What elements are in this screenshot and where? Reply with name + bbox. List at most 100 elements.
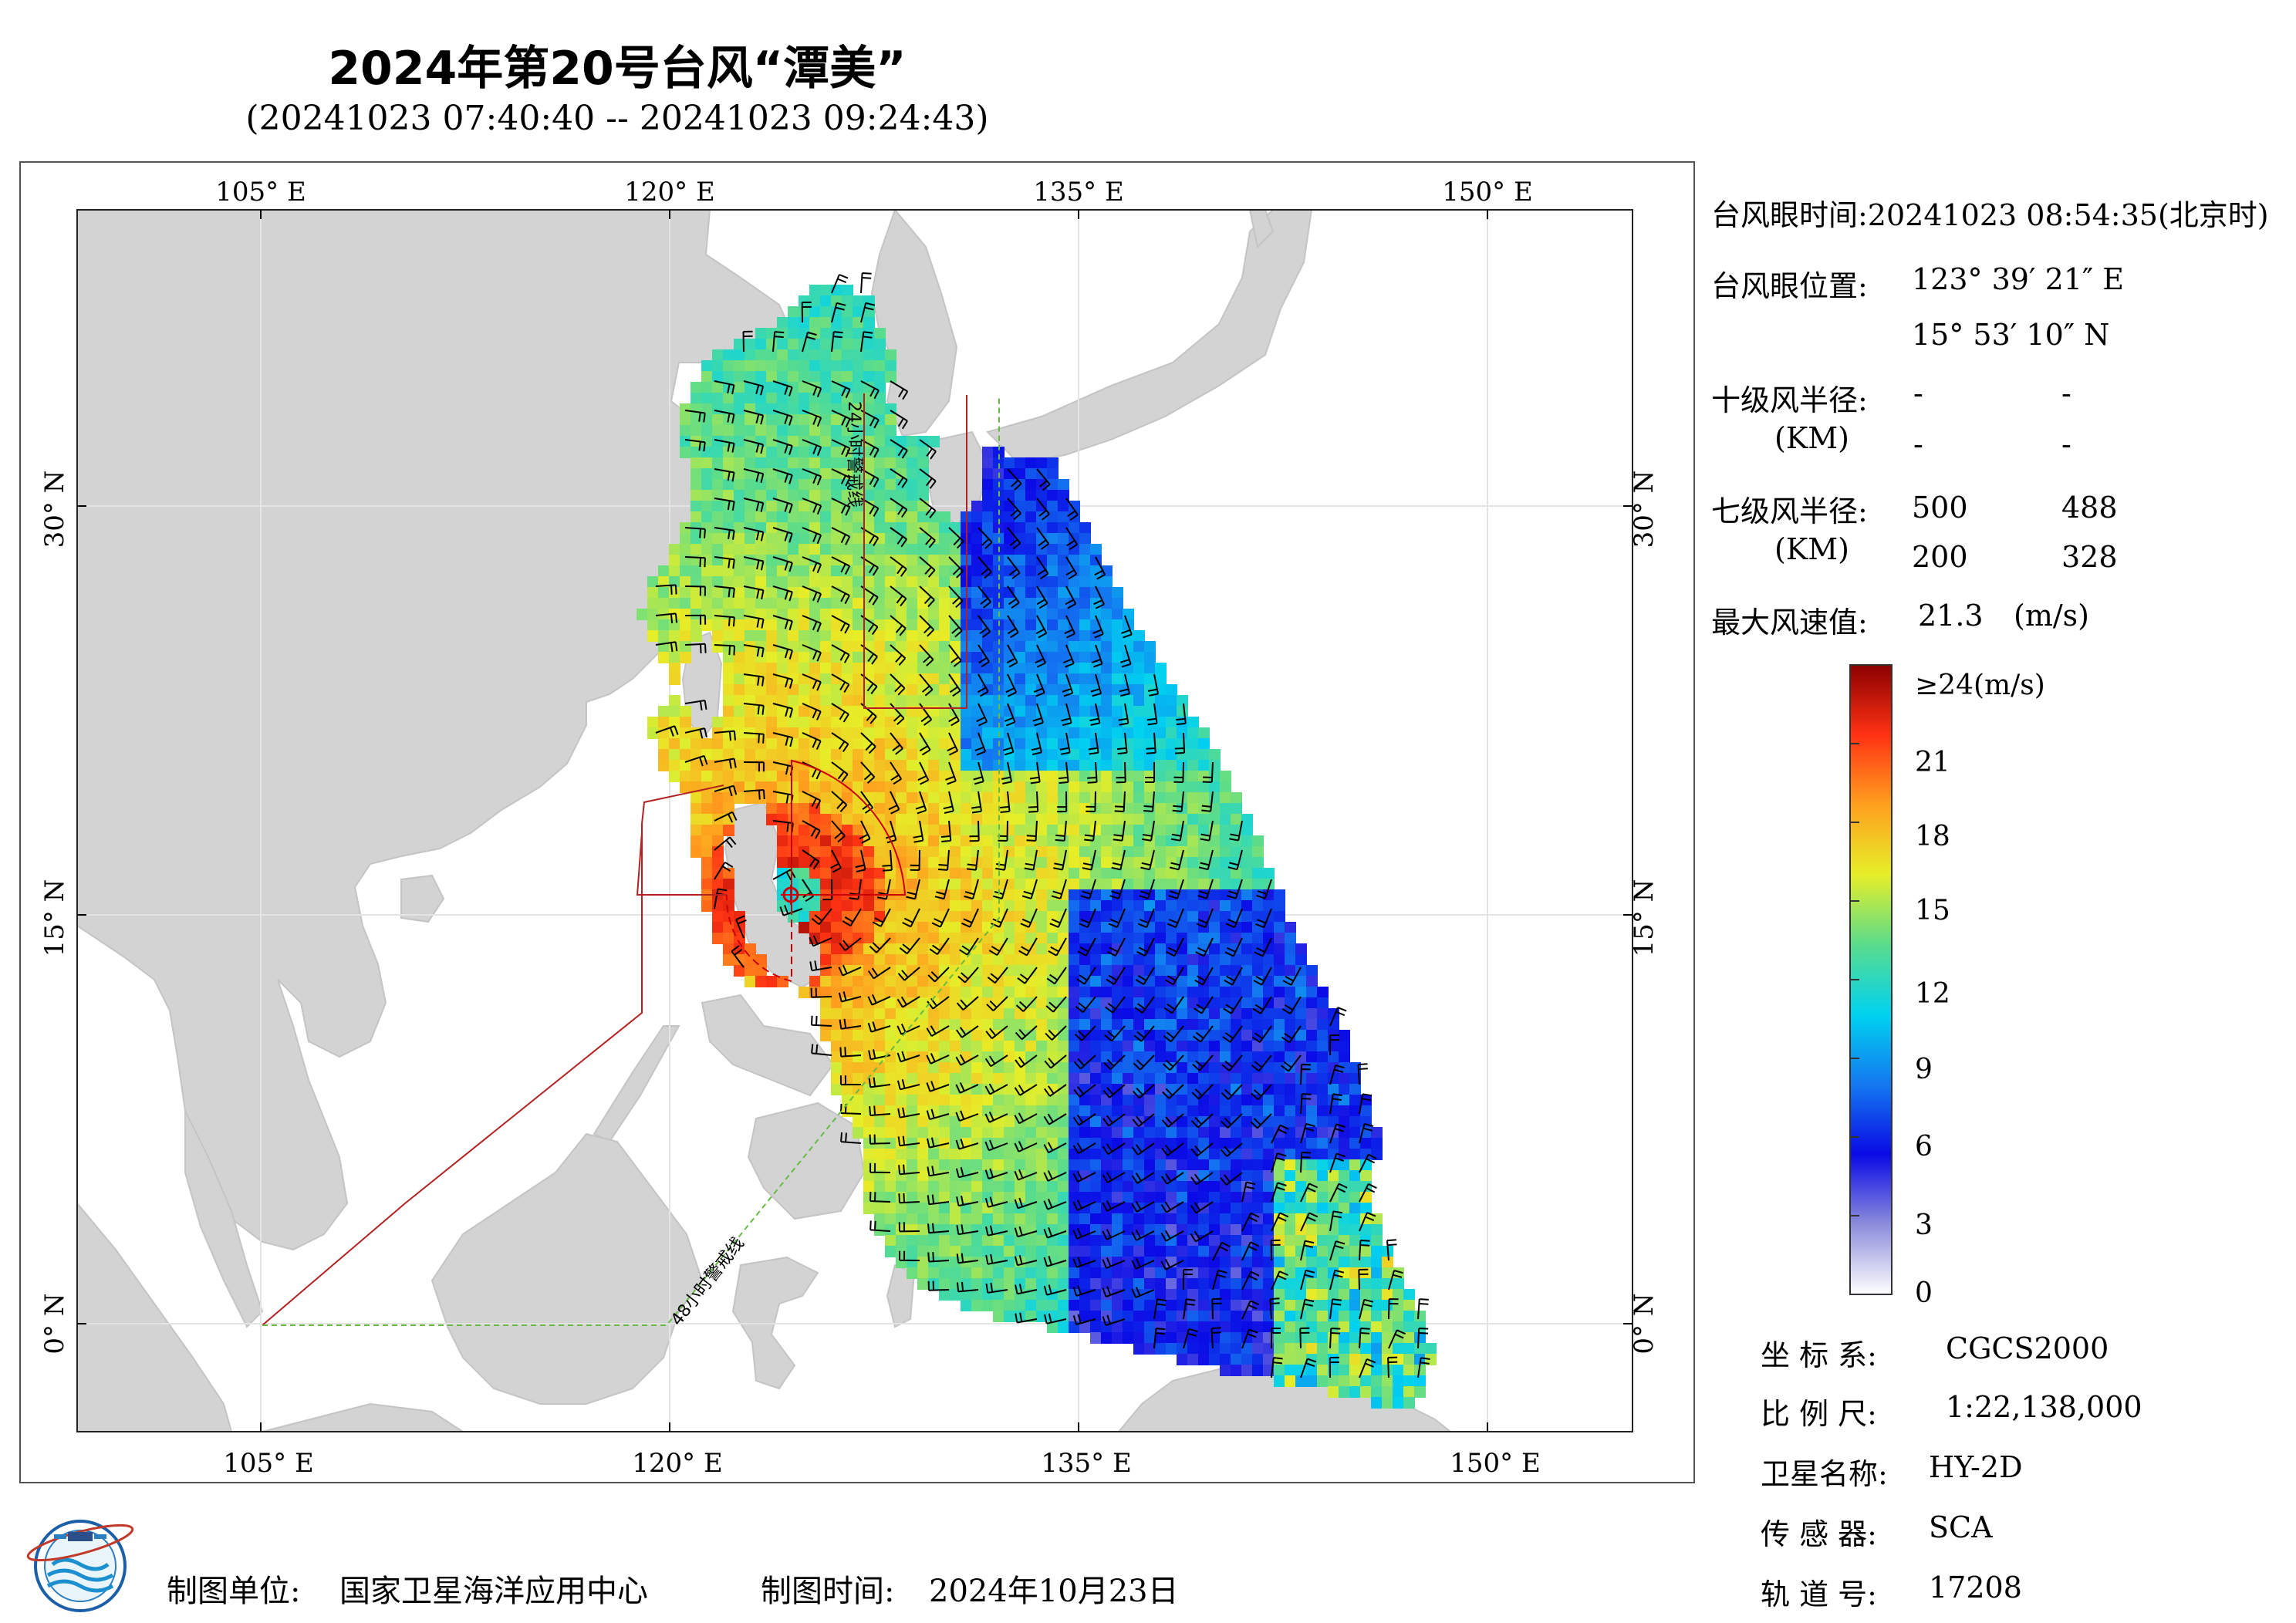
swath-cell [1090, 695, 1102, 707]
swath-cell [982, 1213, 994, 1225]
swath-cell [1155, 803, 1167, 815]
swath-cell [1295, 987, 1307, 998]
swath-cell [1047, 598, 1059, 609]
swath-cell [1285, 954, 1296, 966]
swath-cell [1090, 587, 1102, 599]
swath-cell [1198, 760, 1210, 771]
swath-cell [1090, 1138, 1102, 1149]
swath-cell [799, 490, 810, 501]
swath-cell [1112, 609, 1123, 620]
swath-cell [874, 1008, 886, 1020]
swath-cell [712, 555, 724, 566]
swath-cell [820, 360, 832, 372]
swath-cell [809, 339, 821, 350]
swath-cell [950, 760, 961, 771]
swath-cell [1263, 1267, 1275, 1279]
swath-cell [885, 1008, 896, 1020]
swath-cell [1036, 911, 1048, 923]
swath-cell [1166, 879, 1177, 890]
swath-cell [1036, 943, 1048, 955]
swath-cell [896, 652, 907, 663]
swath-cell [1123, 1311, 1134, 1322]
swath-cell [745, 652, 756, 663]
swath-cell [680, 598, 691, 609]
wind-barb [860, 380, 880, 400]
swath-cell [1036, 868, 1048, 879]
swath-cell [1058, 1105, 1069, 1117]
swath-cell [1274, 1030, 1285, 1041]
swath-cell [1144, 663, 1156, 674]
swath-cell [907, 652, 918, 663]
wind-barb [811, 1015, 832, 1027]
eye-time: 台风眼时间:20241023 08:54:35(北京时) [1711, 198, 2269, 232]
swath-cell [1079, 868, 1091, 879]
swath-cell [1112, 598, 1123, 609]
wind-barb [1417, 1298, 1429, 1320]
nsoas-logo [26, 1520, 134, 1612]
swath-cell [1198, 1051, 1210, 1063]
swath-cell [907, 997, 918, 1009]
swath-cell [1231, 1300, 1242, 1311]
swath-cell [1004, 1138, 1015, 1149]
swath-cell [1144, 1138, 1156, 1149]
wind-barb [1072, 1314, 1096, 1325]
swath-cell [917, 533, 929, 545]
swath-cell [928, 1019, 940, 1031]
swath-cell [1198, 1354, 1210, 1365]
swath-cell [690, 457, 702, 469]
swath-cell [853, 468, 864, 480]
swath-cell [1166, 1332, 1177, 1344]
swath-cell [896, 835, 907, 847]
swath-cell [971, 997, 983, 1009]
swath-cell [723, 717, 734, 728]
swath-cell [1177, 771, 1188, 782]
wind-barb [896, 996, 920, 1008]
swath-cell [766, 781, 778, 793]
swath-cell [1025, 544, 1037, 555]
swath-cell [874, 457, 886, 469]
swath-cell [1241, 1257, 1253, 1268]
swath-cell [874, 652, 886, 663]
swath-cell [853, 1008, 864, 1020]
swath-cell [1220, 954, 1231, 966]
r7-nw: 328 [2061, 540, 2118, 574]
swath-cell [939, 976, 950, 987]
swath-cell [939, 1246, 950, 1257]
wind-barb [1212, 1241, 1231, 1261]
swath-cell [993, 954, 1004, 966]
swath-cell [788, 317, 799, 329]
wind-barb [1072, 1257, 1096, 1268]
swath-cell [971, 781, 983, 793]
wind-barb [1220, 1172, 1243, 1186]
swath-cell [1187, 1159, 1199, 1171]
swath-cell [1079, 619, 1091, 631]
swath-cell [1252, 1192, 1264, 1203]
swath-cell [1144, 1321, 1156, 1333]
swath-cell [907, 533, 918, 545]
swath-cell [1101, 1041, 1113, 1052]
swath-cell [982, 835, 994, 847]
swath-cell [1069, 1267, 1080, 1279]
swath-cell [853, 1105, 864, 1117]
wind-barb [1329, 1269, 1345, 1291]
wind-barb [1357, 1063, 1368, 1085]
swath-cell [863, 814, 875, 825]
swath-cell [1252, 1203, 1264, 1214]
swath-cell [1155, 706, 1167, 717]
swath-cell [1317, 1278, 1329, 1290]
swath-cell [809, 349, 821, 361]
swath-cell [971, 911, 983, 923]
swath-cell [690, 565, 702, 577]
wind-barb [869, 1220, 891, 1232]
swath-cell [1015, 943, 1026, 955]
swath-cell [1317, 1105, 1329, 1117]
swath-cell [799, 706, 810, 717]
swath-cell [993, 641, 1004, 653]
swath-cell [961, 900, 972, 912]
wind-barb [1134, 996, 1155, 1014]
swath-cell [1349, 1375, 1361, 1387]
swath-cell [723, 792, 734, 804]
swath-cell [896, 1224, 907, 1236]
swath-cell [1144, 1073, 1156, 1085]
wind-barb [1140, 849, 1155, 871]
